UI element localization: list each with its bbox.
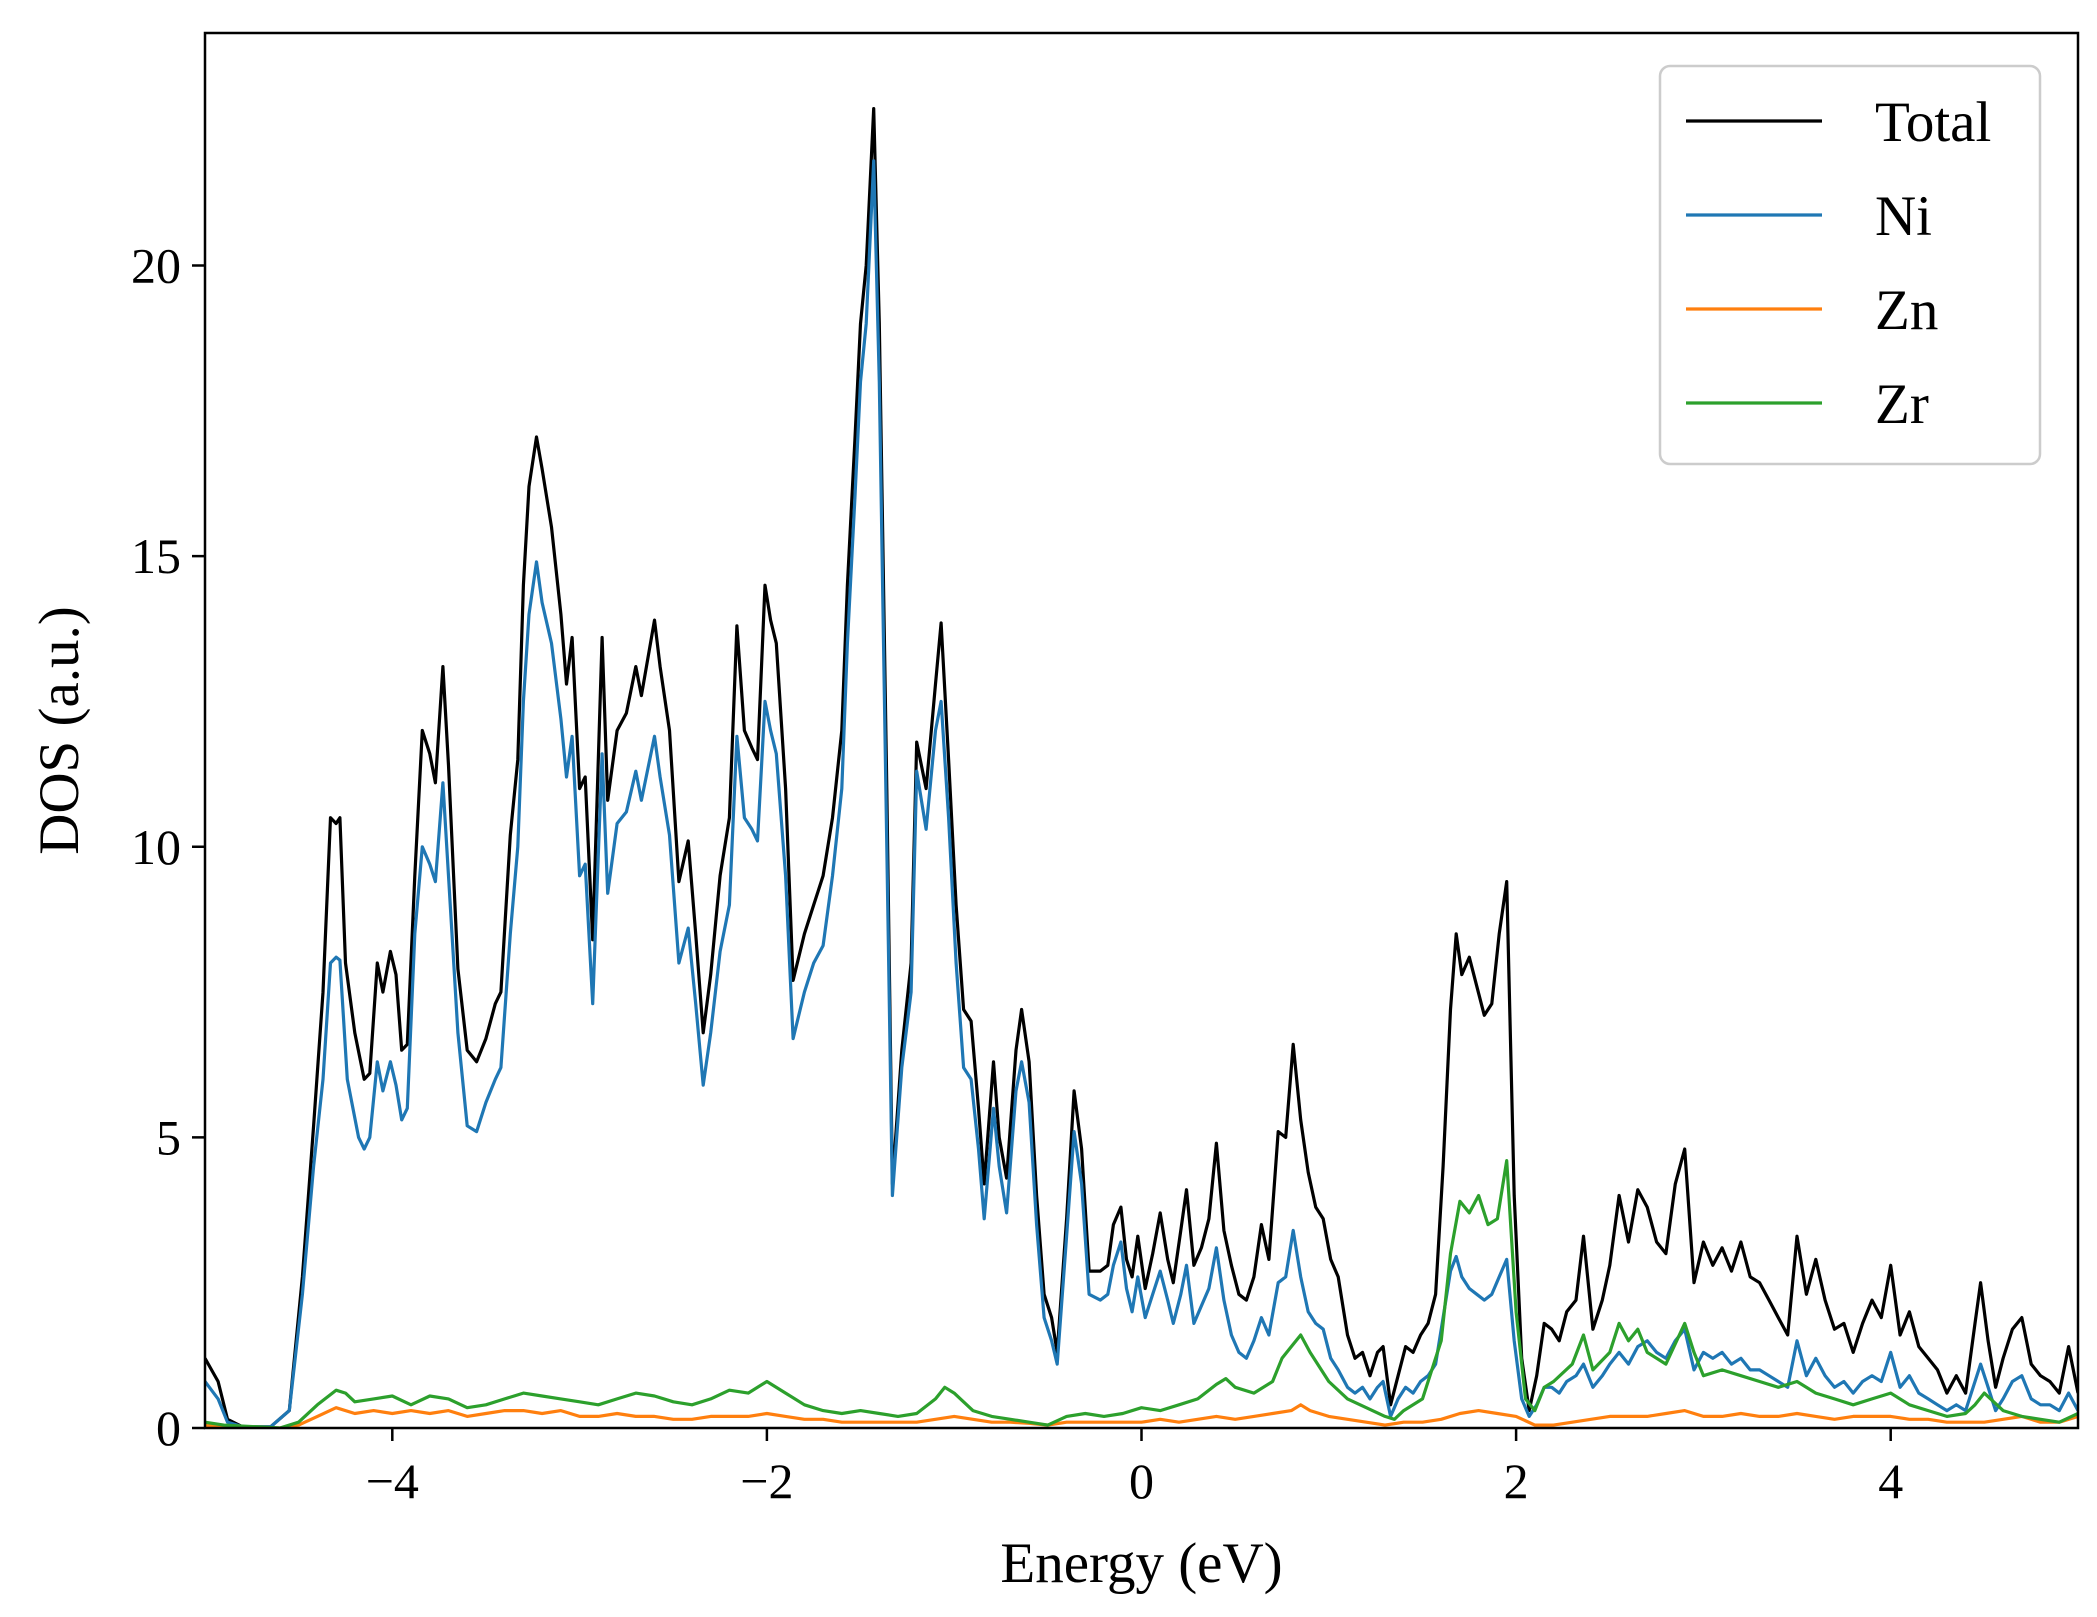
series-line-zr (205, 1159, 2078, 1428)
legend-box (1658, 64, 2042, 466)
x-tick-label: 4 (1878, 1453, 1903, 1509)
legend: Total Ni Zn Zr (1658, 64, 2042, 466)
y-tick-label: 20 (131, 238, 181, 294)
x-axis-label: Energy (eV) (1000, 1532, 1282, 1595)
legend-label-total: Total (1875, 91, 1991, 154)
x-tick-label: 2 (1504, 1453, 1529, 1509)
legend-label-zn: Zn (1875, 279, 1938, 342)
y-tick-label: 10 (131, 819, 181, 875)
x-tick-label: 0 (1129, 1453, 1154, 1509)
x-tick-label: −4 (366, 1453, 419, 1509)
axes-frame (203, 31, 2080, 1430)
series-line-ni (205, 159, 2078, 1428)
x-tick-label: −2 (740, 1453, 793, 1509)
series-line-zn (205, 1403, 2078, 1428)
axis-ticks: −4 −2 0 2 4 0 5 10 15 20 (131, 238, 1903, 1510)
legend-label-zr: Zr (1875, 373, 1929, 436)
y-tick-label: 15 (131, 528, 181, 584)
y-tick-label: 0 (156, 1400, 181, 1456)
series-line-total (205, 107, 2078, 1428)
y-axis-label: DOS (a.u.) (28, 606, 91, 855)
legend-label-ni: Ni (1875, 185, 1932, 248)
plot-area (205, 107, 2078, 1428)
y-tick-label: 5 (156, 1109, 181, 1165)
